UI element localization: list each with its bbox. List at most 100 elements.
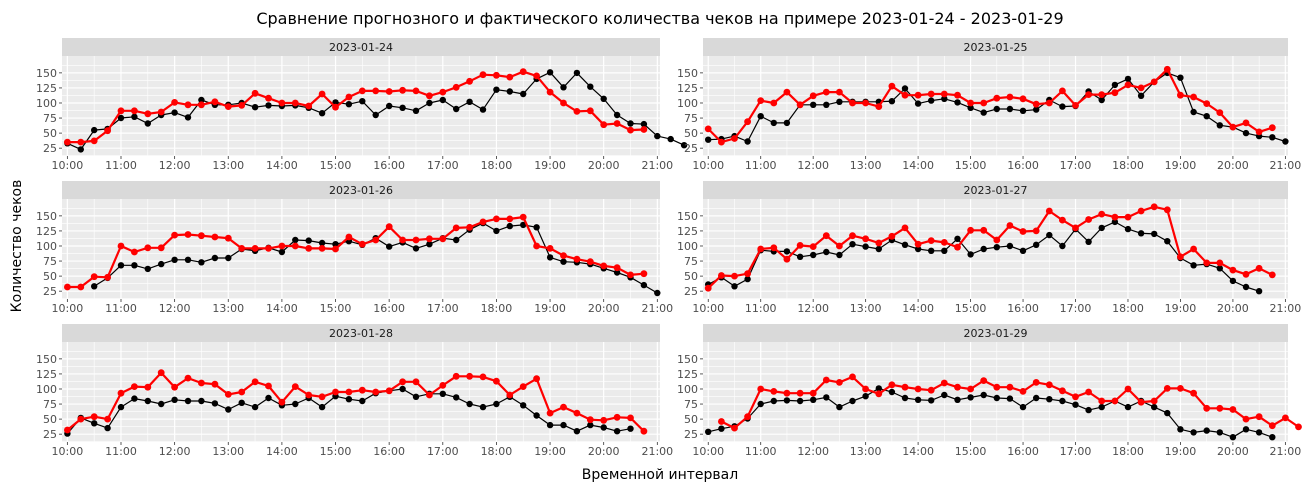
- actual-point: [1242, 129, 1250, 137]
- forecast-point: [224, 103, 232, 110]
- forecast-point: [573, 255, 581, 263]
- actual-point: [1033, 241, 1040, 248]
- actual-point: [104, 424, 111, 432]
- forecast-point: [291, 242, 299, 250]
- actual-point: [493, 86, 500, 93]
- forecast-point: [1019, 388, 1027, 395]
- actual-point: [171, 396, 178, 403]
- forecast-point: [104, 273, 111, 281]
- y-tick-label: 100: [677, 240, 698, 253]
- x-tick-label: 21:00: [641, 445, 673, 458]
- x-tick-label: 16:00: [1007, 445, 1039, 458]
- x-tick-label: 14:00: [902, 445, 934, 458]
- forecast-point: [783, 255, 791, 263]
- x-tick-label: 12:00: [159, 159, 191, 172]
- forecast-point: [1072, 224, 1079, 232]
- forecast-point: [238, 102, 246, 109]
- forecast-point: [1006, 93, 1014, 101]
- y-tick-label: 25: [684, 142, 698, 155]
- y-tick-label: 50: [43, 127, 57, 140]
- x-tick-label: 13:00: [850, 445, 882, 458]
- actual-point: [980, 391, 987, 399]
- forecast-point: [358, 386, 366, 394]
- actual-point: [757, 113, 764, 120]
- actual-point: [546, 421, 554, 429]
- forecast-point: [211, 380, 219, 388]
- forecast-point: [399, 236, 406, 244]
- forecast-point: [600, 262, 608, 270]
- facet-panel: [703, 56, 1288, 156]
- forecast-point: [640, 270, 648, 278]
- forecast-point: [399, 378, 406, 386]
- forecast-point: [862, 235, 869, 243]
- actual-point: [466, 98, 473, 106]
- forecast-point: [452, 83, 460, 91]
- forecast-point: [251, 378, 259, 386]
- forecast-point: [757, 245, 765, 253]
- forecast-point: [1203, 404, 1211, 412]
- forecast-point: [927, 90, 935, 98]
- forecast-point: [64, 283, 71, 291]
- forecast-point: [265, 382, 272, 390]
- forecast-point: [809, 243, 817, 251]
- x-tick-label: 10:00: [52, 159, 84, 172]
- forecast-point: [519, 68, 527, 76]
- y-tick-label: 100: [36, 97, 57, 110]
- forecast-point: [1242, 415, 1250, 423]
- y-tick-label: 50: [684, 270, 698, 283]
- facet-2023-01-24: 2023-01-24 10:00 11:00 12:00 13:00 14:00 15:00…: [36, 38, 688, 172]
- actual-point: [1124, 403, 1132, 411]
- actual-point: [954, 99, 961, 106]
- actual-point: [520, 402, 527, 409]
- actual-point: [560, 258, 567, 265]
- actual-point: [359, 397, 366, 405]
- forecast-point: [332, 103, 339, 111]
- actual-point: [1006, 242, 1014, 250]
- forecast-point: [940, 90, 948, 98]
- actual-point: [1059, 242, 1066, 250]
- forecast-point: [1098, 91, 1106, 98]
- x-tick-label: 18:00: [481, 445, 513, 458]
- actual-point: [627, 120, 634, 127]
- forecast-point: [836, 379, 843, 386]
- forecast-point: [412, 87, 420, 95]
- x-tick-label: 14:00: [902, 302, 934, 315]
- actual-point: [1111, 218, 1119, 226]
- actual-point: [928, 97, 935, 104]
- forecast-point: [560, 99, 567, 107]
- actual-point: [158, 260, 165, 268]
- y-tick-label: 150: [36, 353, 57, 366]
- forecast-point: [117, 389, 125, 397]
- actual-point: [560, 421, 567, 429]
- forecast-point: [836, 88, 843, 96]
- actual-point: [941, 247, 948, 254]
- actual-point: [533, 412, 540, 419]
- gridlines: [62, 56, 660, 156]
- actual-point: [875, 245, 882, 253]
- forecast-point: [1203, 100, 1211, 107]
- forecast-point: [849, 99, 856, 107]
- x-tick-label: 15:00: [955, 302, 987, 315]
- x-tick-label: 14:00: [266, 445, 298, 458]
- actual-point: [1282, 138, 1289, 145]
- actual-point: [184, 256, 192, 263]
- actual-point: [1190, 262, 1197, 269]
- actual-point: [901, 241, 909, 248]
- actual-point: [862, 243, 869, 250]
- actual-point: [770, 397, 777, 405]
- forecast-point: [980, 226, 988, 234]
- forecast-point: [1111, 397, 1119, 405]
- actual-point: [426, 241, 433, 248]
- actual-point: [796, 397, 804, 405]
- forecast-point: [718, 418, 725, 425]
- forecast-point: [224, 391, 232, 398]
- actual-point: [928, 247, 935, 254]
- x-axis-title: Временной интервал: [582, 467, 738, 483]
- x-tick-label: 21:00: [1270, 159, 1302, 172]
- forecast-point: [90, 273, 98, 281]
- actual-point: [941, 391, 948, 399]
- forecast-point: [967, 99, 974, 107]
- forecast-point: [862, 99, 869, 107]
- forecast-point: [1137, 207, 1145, 215]
